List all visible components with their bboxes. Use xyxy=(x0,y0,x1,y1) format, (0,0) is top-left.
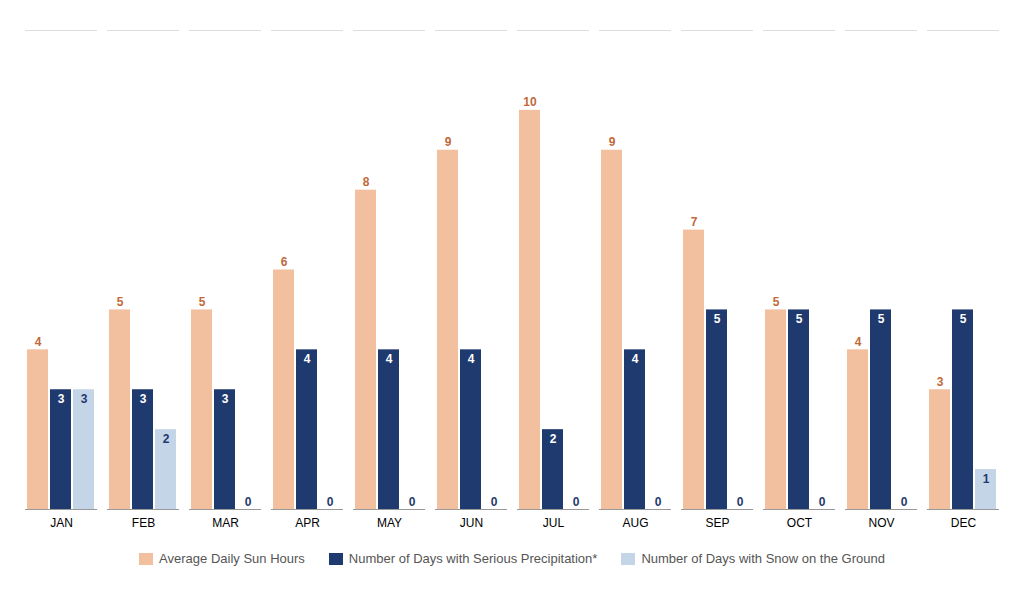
svg-text:JAN: JAN xyxy=(50,516,73,530)
svg-text:4: 4 xyxy=(632,352,639,366)
svg-text:0: 0 xyxy=(737,495,744,509)
svg-text:5: 5 xyxy=(960,312,967,326)
svg-text:5: 5 xyxy=(773,295,780,309)
svg-text:7: 7 xyxy=(691,215,698,229)
svg-text:3: 3 xyxy=(140,392,147,406)
svg-text:APR: APR xyxy=(295,516,320,530)
svg-text:9: 9 xyxy=(609,135,616,149)
svg-text:10: 10 xyxy=(523,95,537,109)
svg-text:3: 3 xyxy=(222,392,229,406)
svg-text:5: 5 xyxy=(796,312,803,326)
svg-text:JUL: JUL xyxy=(543,516,565,530)
svg-text:MAY: MAY xyxy=(377,516,402,530)
svg-text:OCT: OCT xyxy=(787,516,813,530)
svg-text:AUG: AUG xyxy=(622,516,648,530)
svg-text:DEC: DEC xyxy=(951,516,977,530)
svg-text:0: 0 xyxy=(491,495,498,509)
svg-text:3: 3 xyxy=(58,392,65,406)
svg-text:5: 5 xyxy=(117,295,124,309)
svg-text:5: 5 xyxy=(878,312,885,326)
svg-text:0: 0 xyxy=(655,495,662,509)
svg-text:0: 0 xyxy=(327,495,334,509)
svg-text:NOV: NOV xyxy=(868,516,894,530)
svg-text:0: 0 xyxy=(573,495,580,509)
svg-text:0: 0 xyxy=(409,495,416,509)
svg-text:4: 4 xyxy=(855,335,862,349)
svg-text:2: 2 xyxy=(550,432,557,446)
svg-text:SEP: SEP xyxy=(705,516,729,530)
svg-text:4: 4 xyxy=(35,335,42,349)
svg-text:4: 4 xyxy=(386,352,393,366)
svg-text:6: 6 xyxy=(281,255,288,269)
svg-text:2: 2 xyxy=(163,432,170,446)
svg-text:0: 0 xyxy=(245,495,252,509)
svg-text:0: 0 xyxy=(819,495,826,509)
svg-text:3: 3 xyxy=(81,392,88,406)
svg-text:JUN: JUN xyxy=(460,516,483,530)
html-text:Number of Days with Serious Pr: Number of Days with Serious Precipitatio… xyxy=(348,551,598,566)
svg-text:MAR: MAR xyxy=(212,516,239,530)
svg-text:0: 0 xyxy=(901,495,908,509)
svg-text:5: 5 xyxy=(714,312,721,326)
html-text:Average Daily Sun Hours: Average Daily Sun Hours xyxy=(159,551,305,566)
svg-text:4: 4 xyxy=(304,352,311,366)
svg-text:3: 3 xyxy=(937,375,944,389)
svg-text:9: 9 xyxy=(445,135,452,149)
svg-text:4: 4 xyxy=(468,352,475,366)
svg-text:8: 8 xyxy=(363,175,370,189)
svg-text:FEB: FEB xyxy=(132,516,155,530)
svg-text:1: 1 xyxy=(983,472,990,486)
html-text:Number of Days with Snow on th: Number of Days with Snow on the Ground xyxy=(641,551,885,566)
svg-text:5: 5 xyxy=(199,295,206,309)
